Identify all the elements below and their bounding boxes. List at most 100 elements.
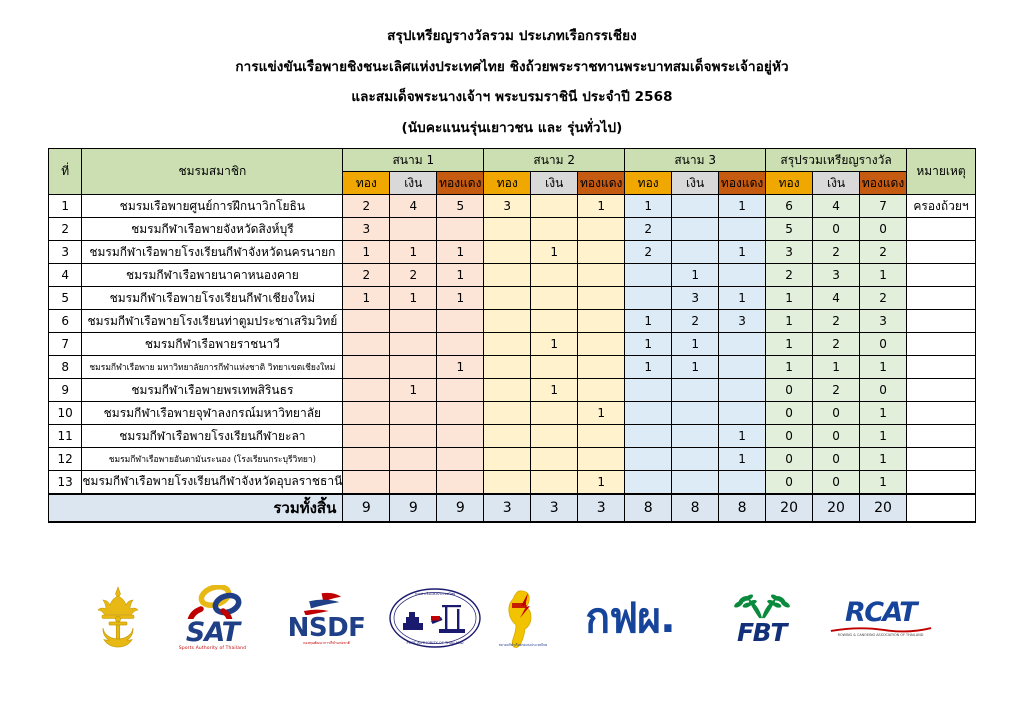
v1-bronze-cell	[436, 401, 485, 425]
col-header-v2-bronze: ทองแดง	[577, 171, 626, 195]
sum-bronze-cell: 1	[859, 424, 908, 448]
v3-bronze-cell	[718, 263, 767, 287]
v3-gold-cell	[624, 401, 673, 425]
table-row: 1 ชมรมเรือพายศูนย์การฝึกนาวิกโยธิน 2 4 5 3 1 1 1…	[47, 194, 976, 218]
v2-gold-cell	[483, 378, 532, 402]
v3-silver-cell	[671, 378, 720, 402]
sum-gold-cell: 0	[765, 401, 814, 425]
v2-gold-cell	[483, 217, 532, 241]
club-name-cell: ชมรมกีฬาเรือพายโรงเรียนกีฬาจังหวัดอุบลรา…	[81, 470, 344, 494]
table-header-row-medals: ทอง เงิน ทองแดง ทอง เงิน ทองแดง ทอง เงิน…	[49, 171, 976, 195]
v3-silver-cell	[671, 401, 720, 425]
document-title-block: สรุปเหรียญรางวัลรวม ประเภทเรือกรรเชียง ก…	[0, 0, 1024, 135]
sum-gold-cell: 5	[765, 217, 814, 241]
table-row: 13 ชมรมกีฬาเรือพายโรงเรียนกีฬาจังหวัดอุบล…	[47, 470, 976, 494]
sum-gold-cell: 1	[765, 355, 814, 379]
v3-silver-cell: 2	[671, 309, 720, 333]
sum-bronze-cell: 2	[859, 240, 908, 264]
v3-silver-cell	[671, 194, 720, 218]
v3-gold-cell	[624, 263, 673, 287]
v1-silver-cell: 4	[389, 194, 438, 218]
v1-gold-cell	[342, 424, 391, 448]
egat-wordmark: กฟผ.	[585, 593, 675, 642]
v1-gold-cell: 2	[342, 194, 391, 218]
v2-gold-cell	[483, 309, 532, 333]
row-index-cell: 13	[47, 470, 83, 494]
v2-bronze-cell: 1	[577, 194, 626, 218]
v3-gold-cell: 1	[624, 355, 673, 379]
v3-silver-cell	[671, 240, 720, 264]
sum-bronze-cell: 1	[859, 355, 908, 379]
sum-bronze-cell: 1	[859, 470, 908, 494]
table-row: 2 ชมรมกีฬาเรือพายจังหวัดสิงห์บุรี 3 2 5 0 0	[47, 217, 976, 241]
club-name-cell: ชมรมกีฬาเรือพายราชนาวี	[81, 332, 344, 356]
remark-cell	[906, 332, 976, 356]
sum-bronze-cell: 7	[859, 194, 908, 218]
v2-bronze-cell: 1	[577, 470, 626, 494]
remark-cell	[906, 286, 976, 310]
sum-gold-cell: 0	[765, 470, 814, 494]
v2-gold-cell	[483, 263, 532, 287]
v1-bronze-cell: 1	[436, 355, 485, 379]
sum-gold-cell: 3	[765, 240, 814, 264]
sum-gold-cell: 0	[765, 424, 814, 448]
v2-silver-cell: 1	[530, 332, 579, 356]
totals-v1-gold-cell: 9	[342, 492, 391, 523]
row-index-cell: 10	[47, 401, 83, 425]
club-name-cell: ชมรมกีฬาเรือพายโรงเรียนกีฬาเชียงใหม่	[81, 286, 344, 310]
table-header-row-group: ที่ ชมรมสมาชิก สนาม 1 สนาม 2 สนาม 3 สรุป…	[47, 148, 976, 195]
remark-cell	[906, 240, 976, 264]
club-name-cell: ชมรมกีฬาเรือพายโรงเรียนท่าตูมประชาเสริมว…	[81, 309, 344, 333]
sum-gold-cell: 0	[765, 447, 814, 471]
v3-gold-cell: 1	[624, 194, 673, 218]
svg-text:การท่าเรือแห่งประเทศไทย: การท่าเรือแห่งประเทศไทย	[414, 591, 455, 596]
v3-gold-cell: 2	[624, 217, 673, 241]
nsdf-wordmark: NSDF	[287, 612, 366, 643]
sum-bronze-cell: 2	[859, 286, 908, 310]
totals-v3-bronze-cell: 8	[718, 492, 767, 523]
v2-gold-cell	[483, 355, 532, 379]
v2-silver-cell	[530, 263, 579, 287]
sum-gold-cell: 1	[765, 286, 814, 310]
row-index-cell: 6	[47, 309, 83, 333]
v3-gold-cell	[624, 378, 673, 402]
sat-logo: SAT Sports Authority of Thailand	[159, 585, 267, 651]
sum-gold-cell: 1	[765, 309, 814, 333]
totals-sum-gold-cell: 20	[765, 492, 814, 523]
table-row: 6 ชมรมกีฬาเรือพายโรงเรียนท่าตูมประชาเสริม…	[47, 309, 976, 333]
v1-gold-cell	[342, 332, 391, 356]
table-header: ที่ ชมรมสมาชิก สนาม 1 สนาม 2 สนาม 3 สรุป…	[47, 148, 976, 195]
sum-bronze-cell: 1	[859, 401, 908, 425]
sum-silver-cell: 0	[812, 470, 861, 494]
v2-gold-cell	[483, 424, 532, 448]
sponsor-logo-strip: SAT Sports Authority of Thailand NSDF กอ…	[0, 578, 1024, 658]
nsdf-stripes-icon	[304, 592, 342, 615]
v3-gold-cell: 1	[624, 309, 673, 333]
nsdf-logo: NSDF กองทุนพัฒนาการกีฬาแห่งชาติ	[279, 588, 375, 648]
remark-cell	[906, 447, 976, 471]
sum-silver-cell: 2	[812, 240, 861, 264]
v3-bronze-cell	[718, 378, 767, 402]
v3-bronze-cell: 3	[718, 309, 767, 333]
totals-v1-bronze-cell: 9	[436, 492, 485, 523]
v3-bronze-cell	[718, 332, 767, 356]
medal-table-container: ที่ ชมรมสมาชิก สนาม 1 สนาม 2 สนาม 3 สรุป…	[47, 148, 976, 523]
v3-bronze-cell	[718, 217, 767, 241]
club-name-cell: ชมรมกีฬาเรือพายจังหวัดสิงห์บุรี	[81, 217, 344, 241]
table-row: 3 ชมรมกีฬาเรือพายโรงเรียนกีฬาจังหวัดนครนา…	[47, 240, 976, 264]
col-header-sum-bronze: ทองแดง	[859, 171, 908, 195]
v3-gold-cell	[624, 286, 673, 310]
v1-silver-cell	[389, 470, 438, 494]
totals-remark-cell	[906, 492, 976, 523]
totals-v2-bronze-cell: 3	[577, 492, 626, 523]
v1-silver-cell	[389, 332, 438, 356]
col-header-v3-gold: ทอง	[624, 171, 673, 195]
v1-gold-cell: 3	[342, 217, 391, 241]
fbt-wordmark: FBT	[737, 617, 787, 647]
rcat-logo: RCAT ROWING & CANOEING ASSOCIATION OF TH…	[826, 592, 936, 644]
v2-silver-cell	[530, 447, 579, 471]
v3-bronze-cell	[718, 470, 767, 494]
v1-bronze-cell	[436, 217, 485, 241]
sum-silver-cell: 2	[812, 378, 861, 402]
